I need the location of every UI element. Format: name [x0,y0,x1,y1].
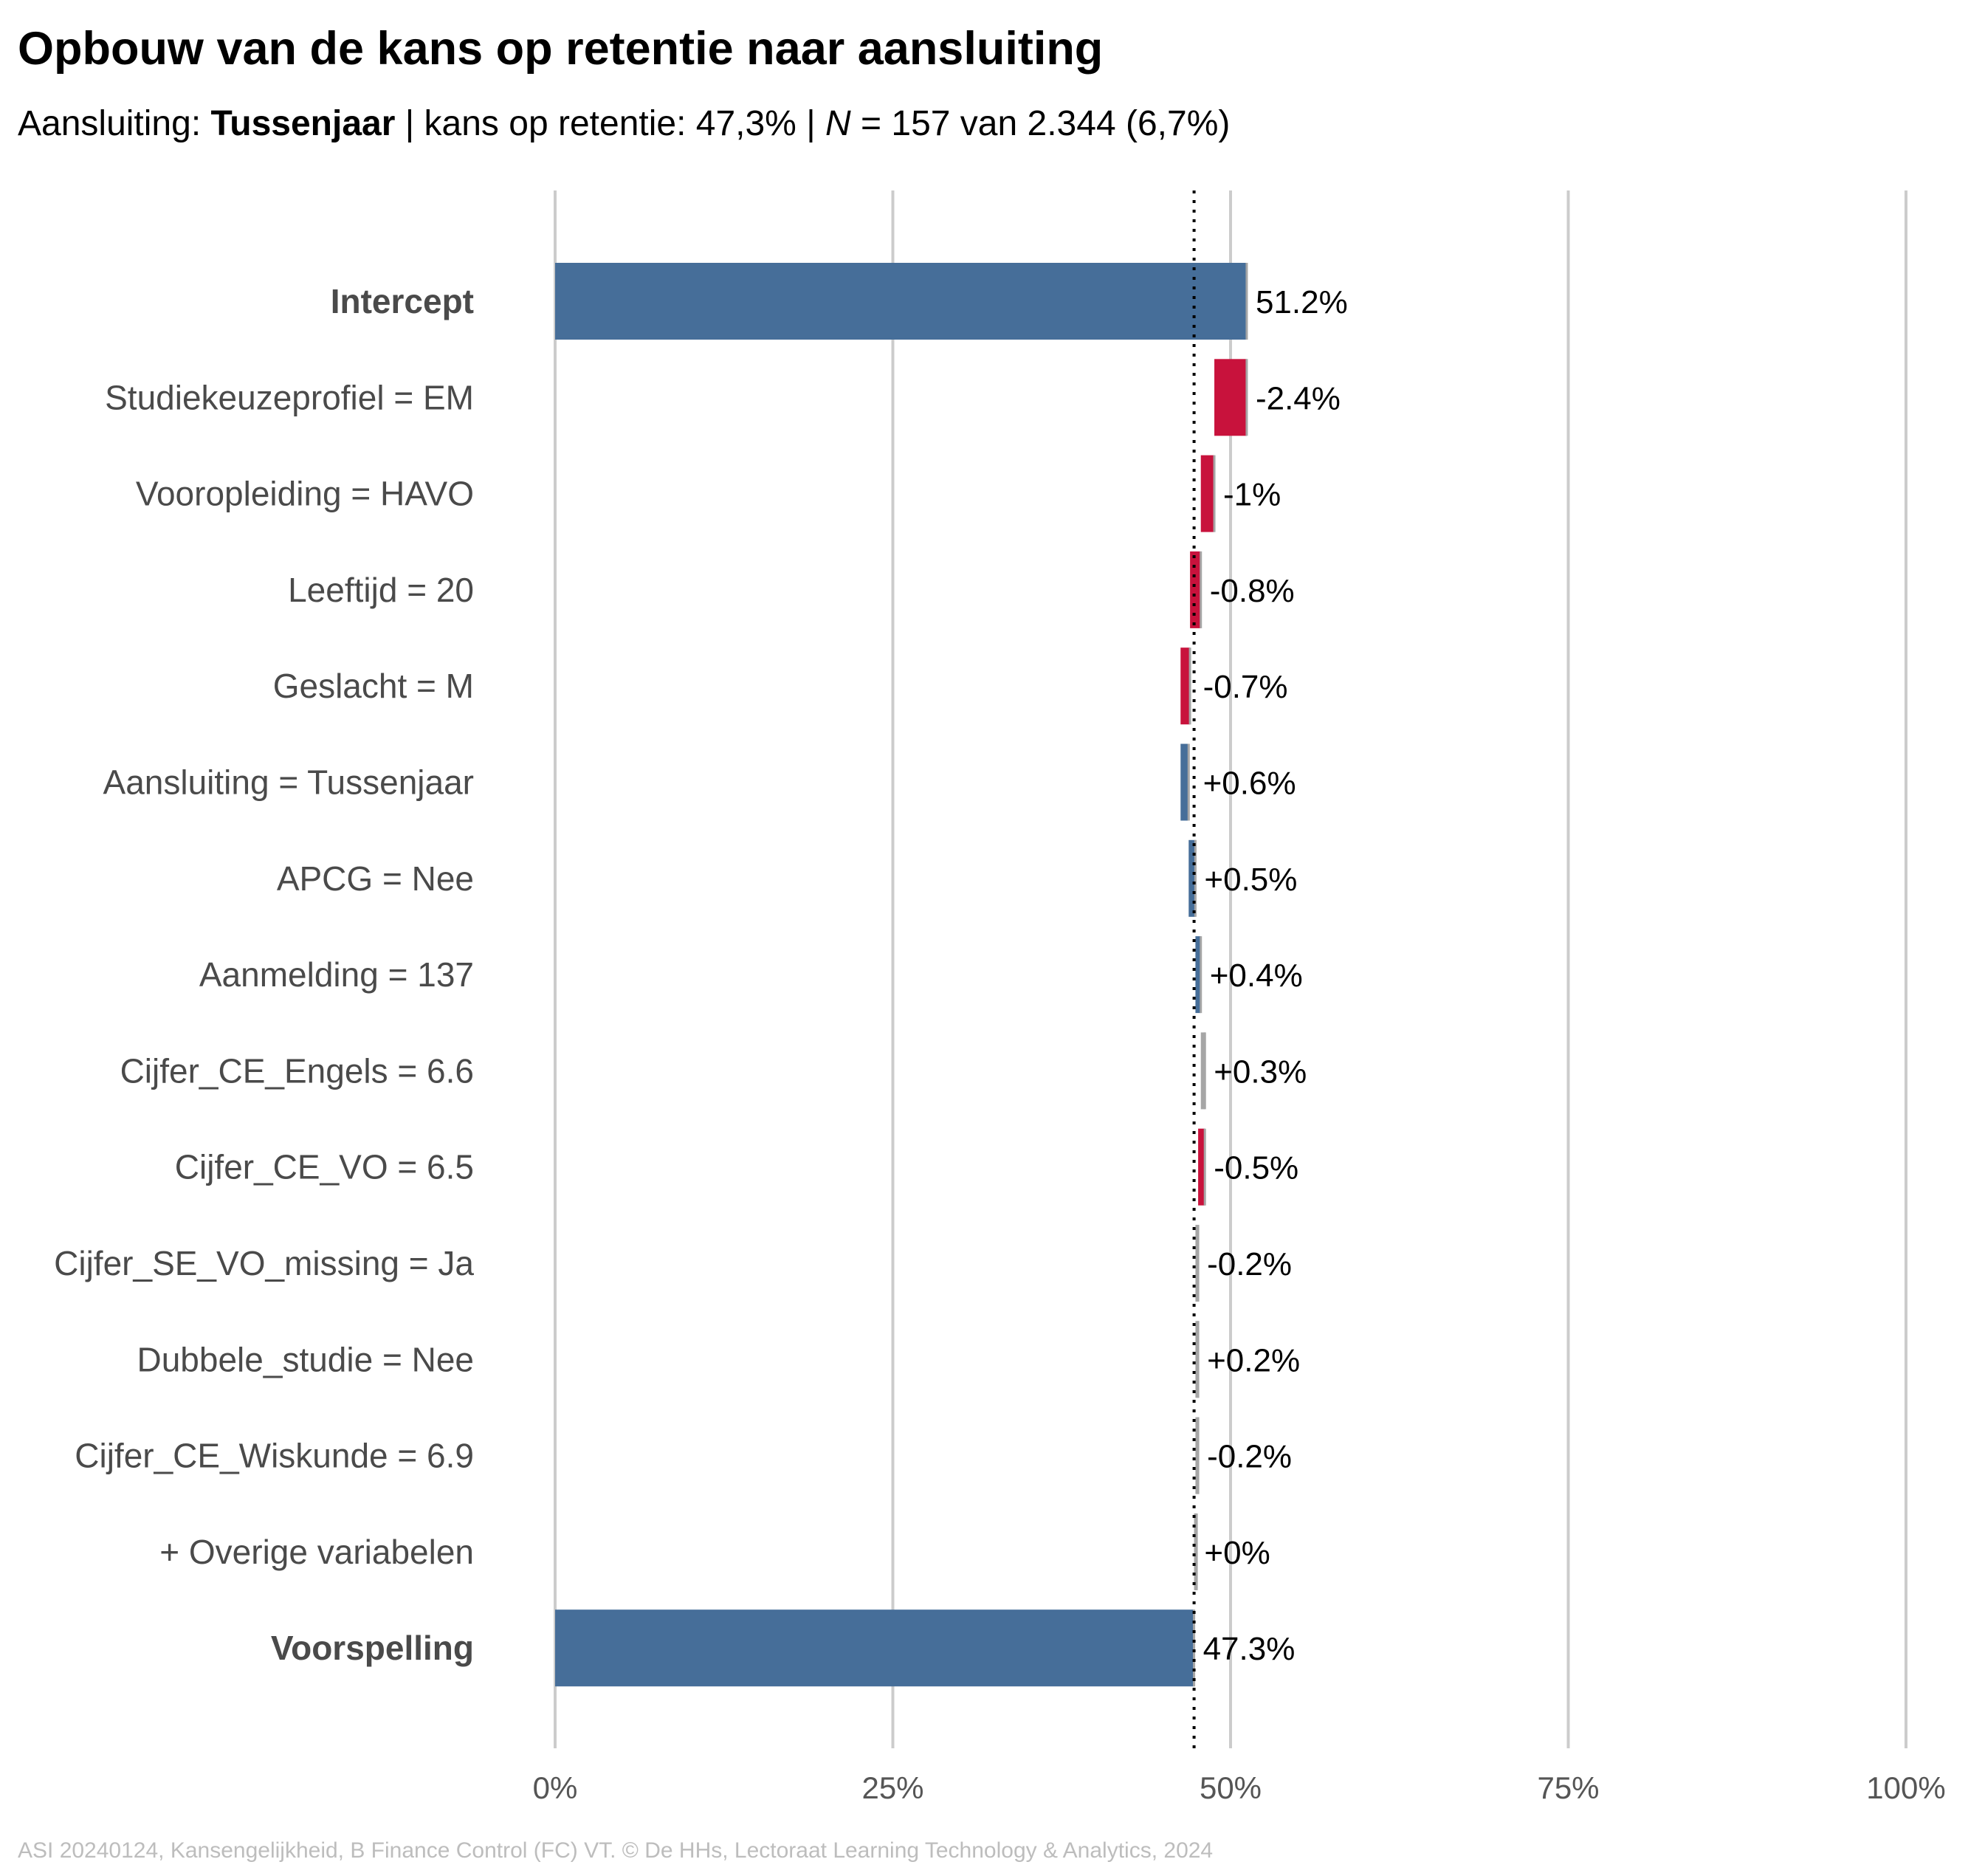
chart-subtitle: Aansluiting: Tussenjaar | kans op retent… [18,103,1230,144]
contribution-bar [1180,743,1189,821]
x-tick-label: 25% [861,1770,923,1805]
value-label: +0.6% [1203,766,1296,802]
category-label: Cijfer_CE_Engels = 6.6 [120,1051,474,1090]
category-label: Cijfer_SE_VO_missing = Ja [54,1244,474,1282]
contribution-bar [1188,839,1196,917]
contribution-bar [1180,647,1191,725]
subtitle-group: Tussenjaar [210,104,396,143]
value-labels: 51.2% -2.4% -1% -0.8% -0.7% +0.6% +0.5% +0.4% +0… [1203,284,1348,1667]
total-bar [555,1609,1194,1687]
category-label: Voorspelling [271,1629,474,1667]
contribution-bar [1200,455,1215,532]
chart-caption: ASI 20240124, Kansengelijkheid, B Financ… [18,1838,1214,1863]
x-tick-label: 50% [1200,1770,1262,1805]
value-label: -1% [1223,477,1281,513]
value-label: +0.3% [1214,1054,1307,1090]
subtitle-n-symbol: N [825,104,851,143]
value-label: -0.2% [1207,1246,1292,1282]
category-label: Cijfer_CE_VO = 6.5 [175,1148,474,1186]
x-tick-label: 75% [1537,1770,1599,1805]
value-label: -0.7% [1203,669,1288,705]
category-label: Leeftijd = 20 [288,571,474,609]
value-label: +0% [1204,1535,1270,1571]
category-label: Cijfer_CE_Wiskunde = 6.9 [75,1437,474,1475]
category-label: Dubbele_studie = Nee [137,1340,475,1378]
category-label: Studiekeuzeprofiel = EM [105,378,474,416]
value-label: -0.5% [1214,1150,1298,1186]
grid-lines [554,190,1907,1748]
value-label: 47.3% [1203,1631,1296,1667]
value-label: -2.4% [1256,380,1341,416]
x-tick-label: 100% [1866,1770,1945,1805]
category-label: APCG = Nee [277,859,474,898]
value-label: +0.5% [1204,862,1297,898]
category-label: Aansluiting = Tussenjaar [103,763,474,802]
contribution-bar [1195,936,1201,1014]
value-label: -0.8% [1210,573,1295,609]
category-label: Vooropleiding = HAVO [136,475,474,513]
subtitle-prefix: Aansluiting: [18,104,211,143]
x-tick-label: 0% [533,1770,578,1805]
contribution-bar [1190,551,1201,628]
category-label: Aanmelding = 137 [199,955,474,994]
category-label: Intercept [331,282,474,320]
category-label: + Overige variabelen [159,1533,474,1571]
contribution-bar [1214,359,1247,436]
category-label: Geslacht = M [273,667,474,705]
category-labels: Intercept Studiekeuzeprofiel = EM Voorople… [54,282,474,1667]
contribution-bar [1198,1128,1205,1206]
value-label: +0.2% [1207,1342,1300,1378]
bars [555,263,1248,1687]
value-label: 51.2% [1256,284,1348,320]
subtitle-middle: | kans op retentie: 47,3% | [395,104,825,143]
subtitle-suffix: = 157 van 2.344 (6,7%) [850,104,1231,143]
chart-title: Opbouw van de kans op retentie naar aans… [18,23,1104,75]
x-axis-ticks: 0% 25% 50% 75% 100% [533,1770,1946,1805]
total-bar [555,263,1247,340]
contribution-bar [1200,1032,1205,1110]
value-label: +0.4% [1210,958,1303,994]
value-label: -0.2% [1207,1439,1292,1475]
